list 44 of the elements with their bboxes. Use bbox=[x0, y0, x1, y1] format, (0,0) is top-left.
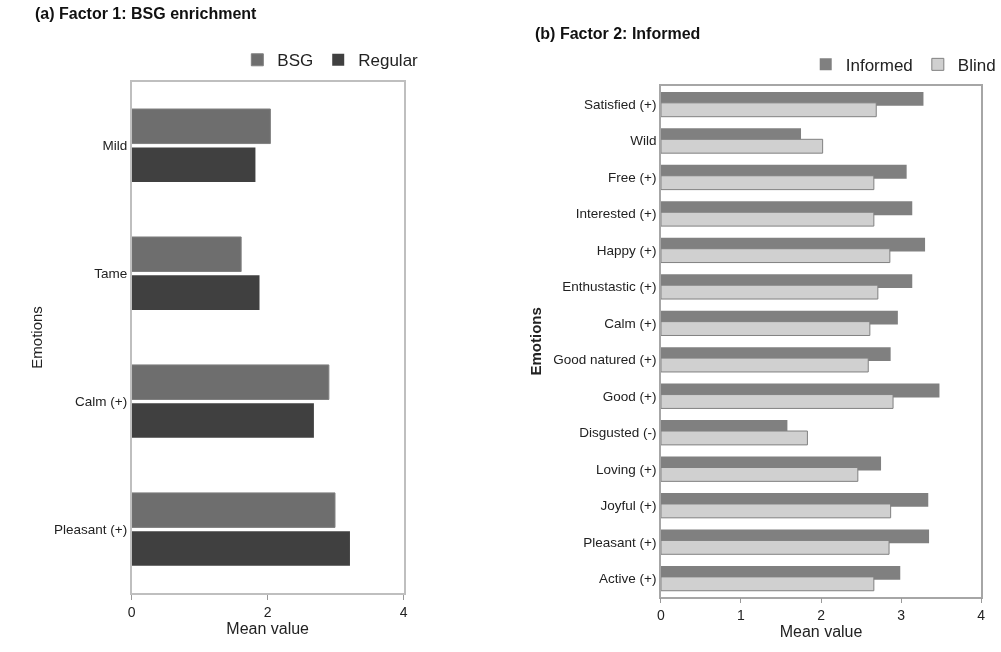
y-tick-label: Good (+) bbox=[602, 388, 657, 404]
y-tick-label: Calm (+) bbox=[75, 394, 128, 410]
y-tick-label: Calm (+) bbox=[604, 315, 657, 331]
x-axis-title: Mean value bbox=[779, 623, 863, 641]
y-tick-label: Tame bbox=[94, 266, 128, 282]
x-tick-label: 2 bbox=[263, 603, 272, 620]
y-tick-label: Happy (+) bbox=[596, 242, 657, 258]
bar bbox=[131, 364, 330, 400]
legend-label: Blind bbox=[957, 55, 996, 75]
y-tick-label: Interested (+) bbox=[575, 206, 657, 222]
bar bbox=[131, 236, 242, 273]
y-tick-label: Active (+) bbox=[599, 571, 657, 587]
y-tick-label: Good natured (+) bbox=[553, 352, 657, 368]
y-tick-label: Free (+) bbox=[608, 169, 657, 185]
y-tick-label: Disgusted (-) bbox=[579, 425, 657, 441]
bar bbox=[131, 147, 256, 182]
y-tick-label: Joyful (+) bbox=[600, 498, 657, 514]
x-tick-label: 4 bbox=[399, 603, 408, 620]
x-tick-label: 3 bbox=[897, 607, 906, 624]
legend-label: Informed bbox=[845, 55, 913, 75]
y-tick-label: Loving (+) bbox=[596, 461, 657, 477]
x-tick-label: 4 bbox=[977, 607, 986, 624]
y-axis-title: Emotions bbox=[527, 307, 545, 376]
chart-title: (b) Factor 2: Informed bbox=[535, 25, 701, 42]
chart-title: (a) Factor 1: BSG enrichment bbox=[35, 5, 258, 22]
bar bbox=[131, 275, 260, 310]
x-axis-title: Mean value bbox=[226, 620, 310, 638]
y-tick-label: Pleasant (+) bbox=[583, 534, 657, 550]
legend-label: BSG bbox=[277, 51, 314, 71]
y-tick-label: Pleasant (+) bbox=[54, 522, 128, 538]
y-tick-label: Wild bbox=[630, 133, 657, 149]
y-tick-label: Satisfied (+) bbox=[584, 97, 657, 113]
legend-label: Regular bbox=[358, 51, 419, 71]
bar bbox=[131, 531, 350, 566]
x-tick-label: 1 bbox=[737, 607, 746, 624]
x-tick-label: 0 bbox=[127, 603, 136, 620]
bar bbox=[131, 108, 271, 145]
x-tick-label: 2 bbox=[817, 607, 826, 624]
x-tick-label: 0 bbox=[657, 607, 666, 624]
y-tick-label: Enthustastic (+) bbox=[562, 279, 657, 295]
y-axis-title: Emotions bbox=[27, 306, 45, 369]
bar bbox=[131, 403, 314, 438]
y-tick-label: Mild bbox=[102, 138, 128, 154]
bar bbox=[131, 492, 336, 528]
